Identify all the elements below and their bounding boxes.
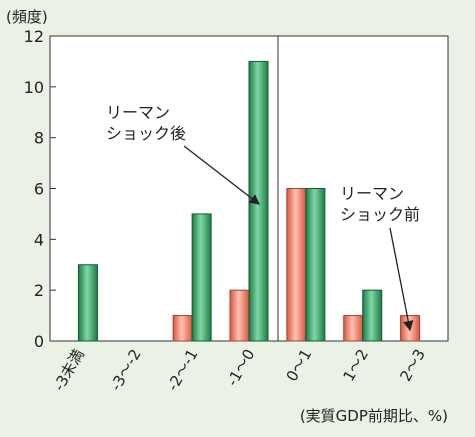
x-category-label: 0～1 [283,346,316,385]
annotation-before-line-2: ショック前 [340,205,420,224]
bar-before-2 [172,315,193,342]
annotation-after-arrow [183,145,261,205]
y-axis-label: (頻度) [6,8,48,26]
y-tick-label: 6 [34,180,44,199]
y-tick-label: 4 [34,230,44,249]
annotation-before: リーマン ショック前 [340,184,420,332]
x-category-label: -1～0 [223,346,258,389]
annotation-before-arrow [389,227,414,332]
bar-after-5 [362,289,383,342]
annotation-after-line-2: ショック後 [106,124,186,143]
bar-after-2 [191,213,212,342]
x-category-label: -3～-2 [107,346,145,394]
x-category-label: -2～-1 [164,346,202,394]
bar-after-0 [77,264,98,342]
bar-before-4 [286,188,307,342]
annotation-before-line-1: リーマン [340,184,404,203]
x-category-label: -3未満 [50,346,88,394]
x-category-label: 1～2 [340,346,373,385]
y-tick-label: 10 [24,78,44,97]
bar-before-5 [343,315,364,342]
x-axis-label: (実質GDP前期比、%) [300,407,448,425]
x-category-label: 2～3 [396,346,429,385]
bar-after-4 [305,188,326,342]
y-tick-label: 12 [24,27,44,46]
bar-before-3 [229,289,250,342]
y-tick-label: 8 [34,129,44,148]
y-tick-label: 0 [34,332,44,351]
annotation-after: リーマン ショック後 [106,103,261,205]
y-tick-label: 2 [34,281,44,300]
bar-after-3 [248,60,269,342]
annotation-after-line-1: リーマン [106,103,170,122]
